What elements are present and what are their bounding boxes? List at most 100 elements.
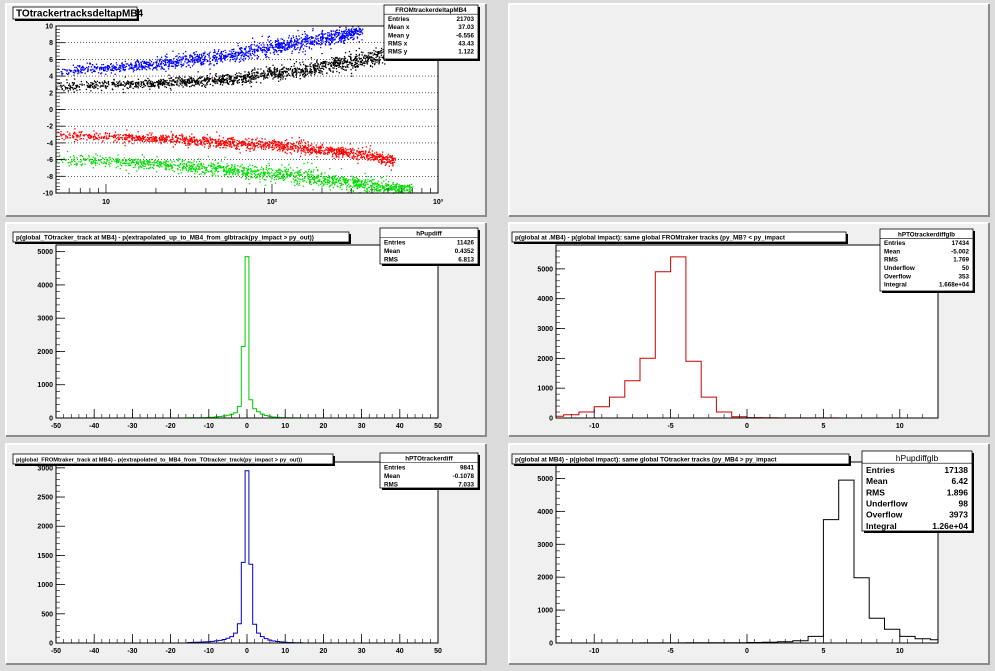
- scatter-point: [81, 69, 83, 71]
- scatter-point: [219, 54, 221, 57]
- scatter-point: [116, 81, 118, 83]
- scatter-point: [213, 79, 215, 81]
- scatter-point: [275, 144, 277, 146]
- scatter-point: [243, 172, 245, 174]
- scatter-point: [278, 141, 281, 143]
- scatter-point: [278, 176, 280, 178]
- scatter-point: [61, 88, 63, 91]
- scatter-point: [349, 31, 351, 33]
- scatter-point: [278, 49, 280, 52]
- scatter-point: [259, 178, 261, 180]
- scatter-point: [138, 63, 140, 66]
- scatter-point: [328, 68, 330, 70]
- scatter-point: [390, 156, 393, 158]
- scatter-point: [112, 64, 114, 66]
- scatter-point: [203, 59, 205, 61]
- scatter-point: [256, 137, 258, 139]
- scatter-point: [251, 69, 253, 71]
- scatter-point: [212, 57, 215, 59]
- scatter-point: [326, 36, 329, 38]
- scatter-point: [149, 64, 151, 67]
- scatter-point: [226, 166, 228, 168]
- scatter-point: [174, 141, 177, 143]
- scatter-point: [223, 141, 225, 143]
- scatter-point: [376, 188, 378, 190]
- scatter-point: [151, 138, 153, 140]
- scatter-point: [272, 78, 274, 80]
- scatter-point: [136, 136, 138, 138]
- scatter-point: [321, 32, 323, 34]
- scatter-point: [277, 148, 280, 151]
- scatter-point: [335, 33, 337, 36]
- scatter-point: [202, 61, 204, 63]
- scatter-point: [359, 60, 361, 62]
- scatter-point: [253, 48, 255, 51]
- scatter-point: [226, 77, 228, 79]
- scatter-point: [266, 170, 269, 172]
- scatter-point: [265, 54, 267, 57]
- scatter-point: [178, 138, 180, 140]
- scatter-point: [268, 41, 270, 43]
- scatter-point: [201, 144, 203, 146]
- scatter-point: [308, 46, 311, 48]
- scatter-point: [226, 80, 228, 82]
- scatter-point: [289, 172, 292, 174]
- scatter-point: [190, 138, 192, 140]
- scatter-point: [320, 149, 322, 151]
- scatter-point: [291, 173, 293, 175]
- scatter-point: [247, 56, 250, 58]
- scatter-point: [134, 166, 136, 168]
- scatter-point: [351, 65, 354, 67]
- scatter-point: [289, 148, 291, 150]
- scatter-point: [252, 143, 254, 145]
- scatter-point: [295, 35, 297, 37]
- scatter-point: [322, 37, 324, 40]
- scatter-point: [180, 139, 182, 141]
- scatter-point: [350, 58, 352, 60]
- scatter-point: [355, 66, 357, 68]
- scatter-point: [200, 164, 202, 166]
- scatter-point: [276, 142, 278, 144]
- scatter-point: [120, 84, 122, 86]
- scatter-point: [316, 61, 318, 64]
- scatter-point: [246, 173, 249, 175]
- scatter-point: [216, 140, 218, 142]
- scatter-point: [179, 82, 181, 84]
- scatter-point: [392, 159, 394, 161]
- scatter-point: [394, 186, 397, 188]
- scatter-point: [284, 148, 286, 150]
- scatter-point: [342, 156, 344, 158]
- scatter-point: [141, 68, 143, 70]
- scatter-point: [326, 183, 328, 185]
- scatter-point: [175, 81, 177, 84]
- scatter-point: [202, 139, 204, 141]
- scatter-point: [283, 147, 286, 149]
- scatter-point: [287, 145, 289, 147]
- scatter-point: [145, 66, 147, 68]
- scatter-point: [186, 165, 188, 167]
- scatter-point: [196, 79, 198, 82]
- scatter-point: [206, 169, 208, 171]
- scatter-point: [323, 176, 325, 178]
- scatter-point: [288, 46, 290, 48]
- scatter-point: [230, 144, 232, 146]
- scatter-point: [264, 184, 267, 186]
- scatter-point: [316, 38, 318, 40]
- scatter-point: [356, 181, 359, 183]
- scatter-point: [270, 44, 272, 46]
- scatter-point: [169, 139, 171, 141]
- scatter-point: [88, 86, 90, 88]
- scatter-point: [351, 36, 353, 39]
- scatter-point: [125, 137, 127, 139]
- scatter-point: [161, 84, 164, 86]
- scatter-point: [147, 85, 149, 88]
- scatter-point: [307, 42, 309, 44]
- scatter-point: [376, 182, 378, 184]
- scatter-point: [313, 73, 316, 76]
- scatter-point: [70, 69, 72, 72]
- scatter-point: [171, 84, 173, 87]
- scatter-point: [341, 188, 343, 190]
- scatter-point: [115, 84, 117, 86]
- scatter-point: [228, 143, 230, 145]
- scatter-point: [289, 145, 292, 147]
